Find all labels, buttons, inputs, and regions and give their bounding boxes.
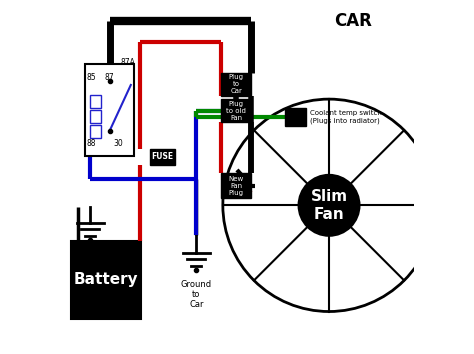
- Bar: [85, 64, 134, 156]
- Text: Ground
to
Car: Ground to Car: [181, 280, 212, 309]
- Text: Battery: Battery: [74, 272, 138, 287]
- Text: Slim
Fan: Slim Fan: [310, 189, 347, 222]
- Bar: [221, 73, 251, 96]
- Bar: [150, 149, 175, 165]
- Text: New
Fan
Plug: New Fan Plug: [228, 176, 244, 196]
- Text: 30: 30: [113, 139, 123, 148]
- Circle shape: [223, 99, 435, 312]
- Bar: [221, 99, 251, 122]
- Text: Plug
to
Car: Plug to Car: [228, 74, 244, 94]
- Text: 87: 87: [104, 73, 114, 82]
- Text: Plug
to old
Fan: Plug to old Fan: [226, 101, 246, 121]
- Bar: [285, 108, 306, 126]
- Bar: [90, 95, 101, 108]
- Bar: [71, 241, 141, 319]
- Text: 87A: 87A: [120, 58, 135, 67]
- Text: CAR: CAR: [334, 12, 372, 30]
- Text: 88: 88: [87, 139, 96, 148]
- Text: 85: 85: [87, 73, 96, 82]
- Bar: [221, 173, 251, 198]
- Bar: [90, 110, 101, 123]
- Circle shape: [299, 175, 359, 235]
- Bar: [90, 125, 101, 138]
- Text: Coolant temp switch
(Plugs into radiator): Coolant temp switch (Plugs into radiator…: [310, 110, 382, 124]
- Text: FUSE: FUSE: [152, 152, 174, 161]
